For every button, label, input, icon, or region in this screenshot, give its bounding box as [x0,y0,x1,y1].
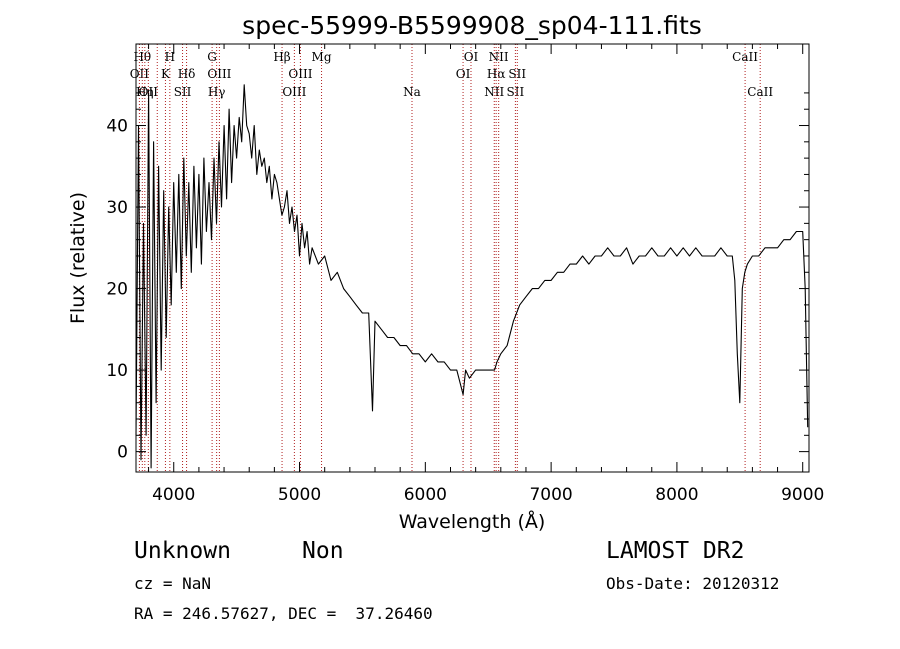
spectral-line-markers: OIIHθHηOIIKHSIIHδGHγOIIIHβOIIIOIIIMgNaOI… [130,44,773,472]
spectral-line-label: CaII [747,85,773,99]
plot-frame [135,43,810,473]
object-subclass: Non [302,538,344,564]
observation-date: Obs-Date: 20120312 [606,574,780,593]
spectral-line-label: Hγ [208,85,226,99]
spectral-line-label: K [161,67,171,81]
spectrum-series-line [135,84,809,469]
spectral-line-label: Hα [487,67,506,81]
spectral-line-label: Hη [136,85,154,99]
x-axis-ticks: 4000 5000 6000 7000 8000 9000 [148,44,824,505]
y-tick-label: 30 [106,198,128,218]
spectral-line-label: SII [174,85,192,99]
spectral-line-label: Hθ [133,50,151,64]
spectral-line-label: OIII [288,67,312,81]
spectral-line-label: NII [489,50,509,64]
spectral-line-label: Na [403,85,421,99]
spectral-line-label: OII [139,85,159,99]
spectral-line-label: SII [507,85,525,99]
redshift-value: cz = NaN [134,574,212,593]
survey-name: LAMOST DR2 [606,538,745,564]
y-tick-label: 20 [106,280,128,300]
coordinates: RA = 246.57627, DEC = 37.26460 [134,604,433,623]
y-tick-label: 40 [106,117,128,137]
spectral-line-label: G [207,50,217,64]
spectral-line-label: Hδ [178,67,196,81]
spectral-line-label: OIII [282,85,306,99]
y-tick-label: 0 [117,443,128,463]
spectrum-series [135,84,809,469]
spectral-line-label: OI [464,50,479,64]
y-axis-label: Flux (relative) [67,192,89,324]
x-tick-label: 5000 [278,485,321,505]
object-class: Unknown [134,538,231,564]
x-tick-label: 7000 [529,485,572,505]
spectral-line-label: NII [484,85,504,99]
spectral-line-label: Mg [312,50,332,64]
spectral-line-label: SII [508,67,526,81]
x-tick-label: 6000 [404,485,447,505]
spectral-line-label: OI [456,67,471,81]
x-tick-label: 8000 [655,485,698,505]
spectral-line-label: CaII [732,50,758,64]
y-tick-label: 10 [106,361,128,381]
spectral-line-label: H [165,50,175,64]
spectral-line-label: OIII [207,67,231,81]
x-tick-label: 9000 [781,485,824,505]
spectral-line-label: OII [130,67,150,81]
spectral-line-label: Hβ [273,50,290,64]
y-axis-ticks: 0 10 20 30 40 [106,92,809,463]
chart-title: spec-55999-B5599908_sp04-111.fits [242,11,702,40]
x-axis-label: Wavelength (Å) [399,510,546,533]
x-tick-label: 4000 [152,485,195,505]
